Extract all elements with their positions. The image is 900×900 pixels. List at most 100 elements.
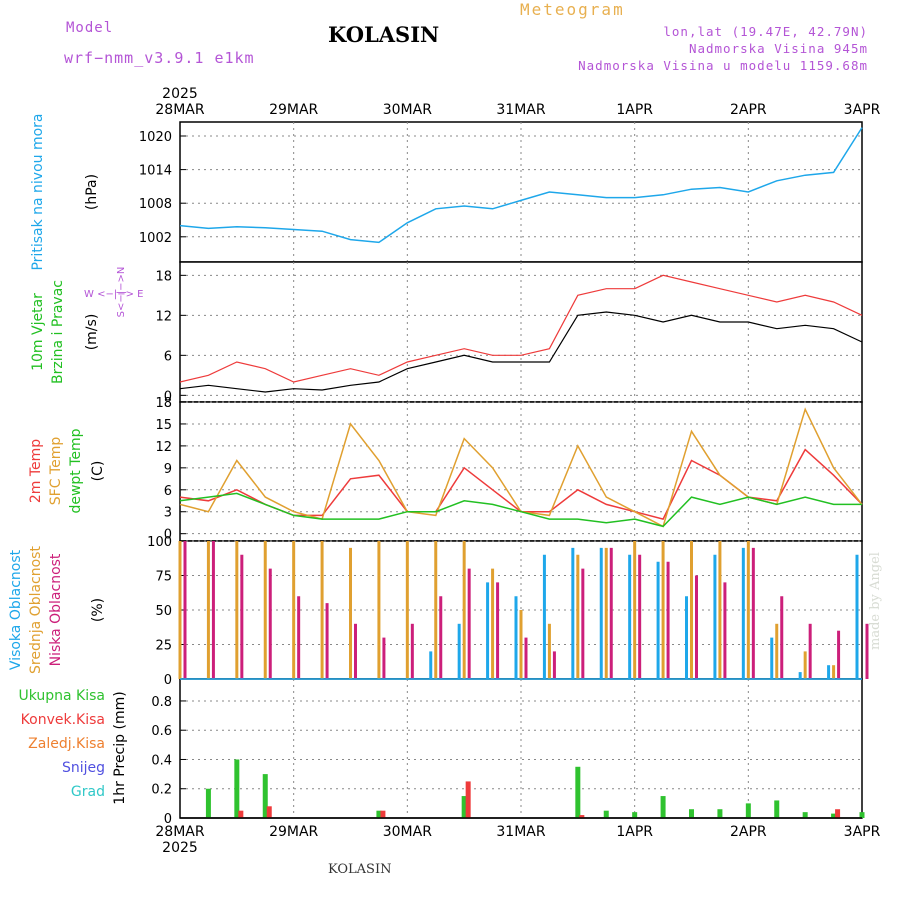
y-tick-label: 3 (164, 506, 172, 521)
x-tick-label-top: 1APR (616, 102, 653, 118)
precip-bar (461, 796, 467, 818)
y-tick-label: 6 (164, 484, 172, 499)
y-tick-label: 12 (155, 309, 172, 324)
y-tick-label: 1002 (139, 231, 172, 246)
precip-bar (859, 812, 865, 818)
precip-bar (234, 759, 240, 818)
precip-bar (376, 810, 382, 818)
wind-axis-label: 10m Vjetar (30, 293, 46, 371)
temp-unit-label: (C) (90, 461, 106, 482)
precip-bar (575, 766, 581, 818)
y-tick-label: 0 (164, 389, 172, 404)
pressure-axis-label: Pritisak na nivou mora (30, 113, 46, 270)
x-tick-label-top: 30MAR (383, 102, 432, 118)
precip-bar (465, 781, 471, 818)
year-label-bottom: 2025 (162, 840, 198, 856)
low-cloud-label: Niska Oblacnost (48, 553, 64, 666)
precip-bar (802, 812, 808, 818)
y-tick-label: 12 (155, 440, 172, 455)
x-tick-label-top: 3APR (844, 102, 881, 118)
wind-axis-label-2: Brzina i Pravac (50, 280, 66, 384)
y-tick-label: 18 (155, 396, 172, 411)
y-tick-label: 18 (155, 269, 172, 284)
y-tick-label: 9 (164, 462, 172, 477)
panel-frame-4 (179, 678, 863, 819)
y-tick-label: 0 (164, 812, 172, 827)
precip-bar (831, 813, 837, 818)
pressure-line (179, 127, 863, 244)
precip-legend-3: Snijeg (62, 760, 105, 776)
y-tick-label: 25 (155, 639, 172, 654)
precip-legend-2: Zaledj.Kisa (28, 736, 105, 752)
y-tick-label: 0.2 (151, 783, 172, 798)
y-tick-label: 0.4 (151, 753, 172, 768)
model-name: wrf−nmm_v3.9.1 e1km (64, 49, 255, 67)
temp2m-label: 2m Temp (28, 439, 44, 503)
y-tick-label: 100 (147, 535, 172, 550)
model-elevation-text: Nadmorska Visina u modelu 1159.68m (578, 58, 868, 73)
y-tick-label: 0 (164, 673, 172, 688)
precip-bar (660, 796, 666, 818)
wind-direction-legend: W <−|−> E (84, 289, 143, 300)
model-label: Model (66, 20, 114, 36)
panel-frame-0 (179, 121, 863, 263)
precip-bar (266, 806, 272, 818)
meteogram-title: Meteogram (520, 0, 625, 19)
year-label-top: 2025 (162, 86, 198, 102)
y-tick-label: 15 (155, 418, 172, 433)
precip-legend-0: Ukupna Kisa (18, 688, 105, 704)
precip-bar (717, 809, 723, 818)
x-tick-label-bottom: 3APR (844, 824, 881, 840)
precip-bar (579, 815, 585, 818)
cloud-unit-label: (%) (90, 598, 106, 622)
precip-bar (603, 810, 609, 818)
x-tick-label-bottom: 2APR (730, 824, 767, 840)
wind-speed-line (179, 311, 863, 393)
temp-line-2 (179, 492, 862, 528)
x-tick-label-bottom: 1APR (616, 824, 653, 840)
dewpt-label: dewpt Temp (68, 428, 84, 513)
x-tick-label-top: 2APR (730, 102, 767, 118)
wind-gust-line (179, 274, 863, 383)
y-tick-label: 50 (155, 604, 172, 619)
y-tick-label: 1014 (139, 164, 172, 179)
mid-cloud-label: Srednja Oblacnost (28, 546, 44, 674)
wind-unit-label: (m/s) (84, 314, 100, 351)
precip-bar (380, 810, 386, 818)
station-title: KOLASIN (328, 22, 440, 47)
precip-bar (238, 810, 244, 818)
high-cloud-label: Visoka Oblacnost (8, 549, 24, 670)
wind-direction-legend-2: S<−|−>N (116, 267, 127, 318)
y-tick-label: 1020 (139, 130, 172, 145)
x-tick-label-bottom: 29MAR (269, 824, 318, 840)
precip-bar (774, 800, 780, 818)
y-tick-label: 0.8 (151, 695, 172, 710)
y-tick-label: 6 (164, 349, 172, 364)
panel-frame-1 (179, 261, 863, 403)
y-tick-label: 75 (155, 570, 172, 585)
x-tick-label-top: 31MAR (496, 102, 545, 118)
y-tick-label: 0.6 (151, 724, 172, 739)
precip-bar (689, 809, 694, 818)
precip-bar (632, 812, 638, 818)
pressure-unit-label: (hPa) (84, 174, 100, 210)
precip-legend-1: Konvek.Kisa (21, 712, 105, 728)
precip-bar (835, 809, 841, 818)
precip-axis-label: 1hr Precip (mm) (112, 691, 128, 804)
y-tick-label: 0 (164, 528, 172, 543)
y-tick-label: 1008 (139, 197, 172, 212)
elevation-text: Nadmorska Visina 945m (688, 41, 868, 56)
x-tick-label-bottom: 30MAR (383, 824, 432, 840)
precip-bar (205, 788, 211, 818)
precip-bar (262, 774, 268, 818)
panel-frame-2 (179, 401, 863, 542)
footer-station: KOLASIN (328, 862, 392, 877)
precip-legend-4: Grad (71, 784, 105, 800)
sfc-temp-label: SFC Temp (48, 437, 64, 506)
x-tick-label-top: 28MAR (155, 102, 204, 118)
coords-text: lon,lat (19.47E, 42.79N) (663, 24, 868, 39)
x-tick-label-bottom: 31MAR (496, 824, 545, 840)
x-tick-label-bottom: 28MAR (155, 824, 204, 840)
x-tick-label-top: 29MAR (269, 102, 318, 118)
